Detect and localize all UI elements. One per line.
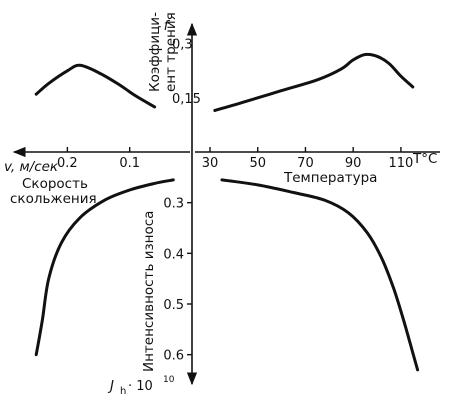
temperature-axis-label: Температура	[283, 170, 377, 186]
speed-tick-label: 0.1	[119, 156, 140, 171]
axes	[12, 22, 440, 386]
curve-speed-friction	[34, 63, 157, 109]
temperature-axis-symbol: T°C	[412, 151, 437, 167]
temperature-tick-label: 30	[202, 156, 219, 171]
wear-tick-label: 0.5	[163, 298, 184, 313]
wear-tick-label: 0.4	[163, 247, 184, 262]
friction-tick-label: 0,15	[172, 92, 201, 107]
curve-temperature-friction	[213, 52, 415, 112]
temperature-tick-label: 50	[249, 156, 266, 171]
wear-axis-label: Интенсивность износа	[141, 211, 157, 372]
friction-axis-label-line2: ент трения	[163, 12, 179, 92]
wear-symbol-subscript: h	[120, 386, 126, 397]
ticks: 0.2 0.1 30 50 70 90 110 0,15 0,3 0.3 0.4 0.5 0.6	[57, 38, 413, 364]
temperature-tick-label: 70	[297, 156, 314, 171]
temperature-tick-label: 110	[388, 156, 413, 171]
wear-axis-symbol: J h · 10 10	[107, 375, 175, 397]
curve-temperature-wear	[220, 178, 420, 372]
speed-tick-label: 0.2	[57, 156, 78, 171]
friction-tick-label: 0,3	[172, 38, 193, 53]
wear-tick-label: 0.6	[163, 349, 184, 364]
curve-speed-wear	[34, 178, 175, 357]
wear-multiplier-exponent: 10	[163, 375, 175, 385]
wear-multiplier: · 10	[128, 379, 153, 394]
curves	[34, 52, 420, 372]
friction-axis-symbol: f	[164, 18, 171, 34]
speed-axis-label-line2: скольжения	[10, 191, 97, 207]
wear-tick-label: 0.3	[163, 197, 184, 212]
wear-symbol-letter: J	[107, 378, 114, 394]
speed-axis-label-line1: Скорость	[22, 176, 88, 192]
speed-axis-symbol: v, м/сек	[4, 159, 59, 175]
friction-axis-label-line1: Коэффици-	[147, 12, 163, 92]
temperature-tick-label: 90	[345, 156, 362, 171]
